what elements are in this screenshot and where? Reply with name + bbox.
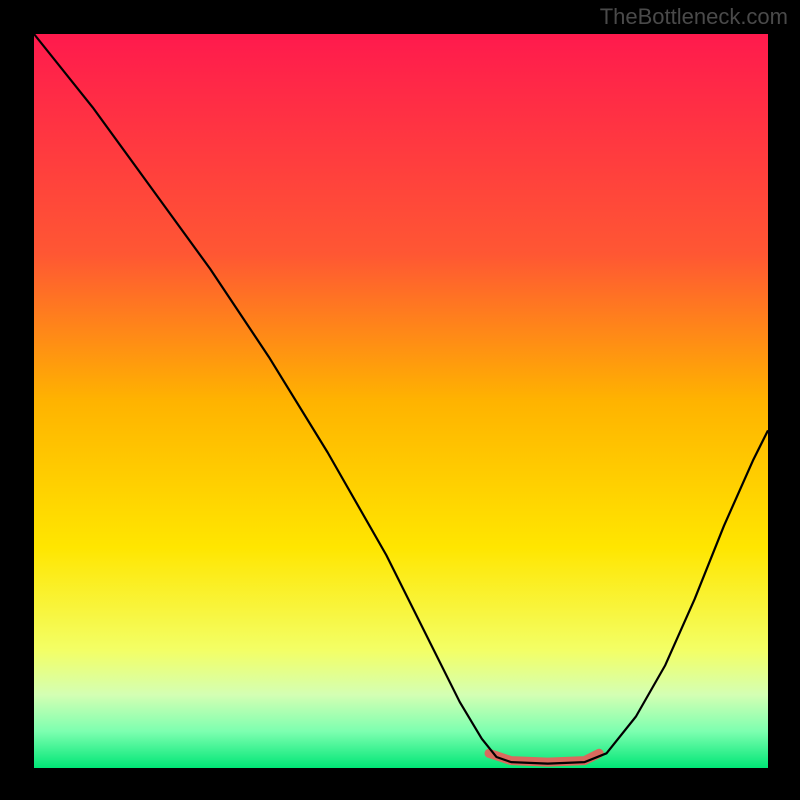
watermark-text: TheBottleneck.com bbox=[600, 4, 788, 30]
bottleneck-curve bbox=[34, 34, 768, 764]
chart-plot-area bbox=[34, 34, 768, 768]
curve-layer bbox=[34, 34, 768, 768]
